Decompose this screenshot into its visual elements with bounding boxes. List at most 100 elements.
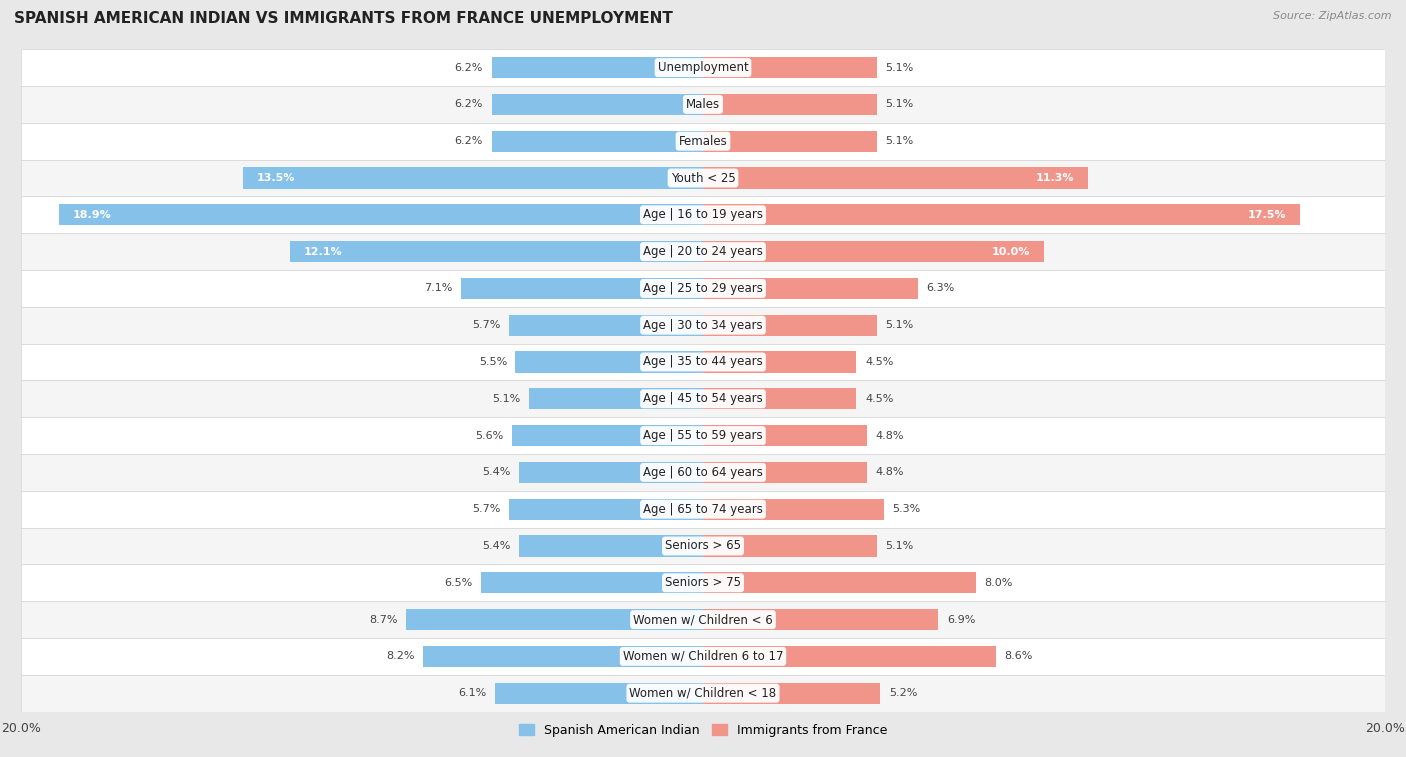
Bar [423, 646, 703, 667]
Text: 8.7%: 8.7% [370, 615, 398, 625]
Bar [21, 307, 1385, 344]
Text: 13.5%: 13.5% [256, 173, 295, 183]
Text: 6.9%: 6.9% [946, 615, 976, 625]
Text: 4.8%: 4.8% [875, 467, 904, 478]
Bar [519, 462, 703, 483]
Bar [703, 683, 880, 704]
Bar [703, 388, 856, 410]
Text: 6.2%: 6.2% [454, 99, 484, 110]
Text: 10.0%: 10.0% [993, 247, 1031, 257]
Bar [519, 535, 703, 556]
Bar [243, 167, 703, 188]
Bar [529, 388, 703, 410]
Bar [703, 609, 938, 631]
Text: Age | 65 to 74 years: Age | 65 to 74 years [643, 503, 763, 516]
Legend: Spanish American Indian, Immigrants from France: Spanish American Indian, Immigrants from… [513, 718, 893, 742]
Text: 4.5%: 4.5% [865, 357, 893, 367]
Bar [703, 241, 1045, 262]
Bar [21, 638, 1385, 674]
Bar [21, 491, 1385, 528]
Bar [492, 130, 703, 152]
Text: 4.8%: 4.8% [875, 431, 904, 441]
Text: 5.6%: 5.6% [475, 431, 503, 441]
Bar [492, 57, 703, 78]
Text: Age | 55 to 59 years: Age | 55 to 59 years [643, 429, 763, 442]
Bar [703, 278, 918, 299]
Text: 6.2%: 6.2% [454, 136, 484, 146]
Text: 17.5%: 17.5% [1247, 210, 1286, 220]
Bar [703, 462, 866, 483]
Bar [703, 499, 884, 520]
Text: 5.7%: 5.7% [472, 320, 501, 330]
Bar [21, 565, 1385, 601]
Text: 5.1%: 5.1% [886, 541, 914, 551]
Text: 8.6%: 8.6% [1005, 651, 1033, 662]
Text: Women w/ Children < 6: Women w/ Children < 6 [633, 613, 773, 626]
Bar [21, 49, 1385, 86]
Text: Females: Females [679, 135, 727, 148]
Text: Youth < 25: Youth < 25 [671, 172, 735, 185]
Bar [509, 314, 703, 336]
Bar [21, 123, 1385, 160]
Bar [512, 425, 703, 447]
Bar [703, 57, 877, 78]
Text: 5.4%: 5.4% [482, 467, 510, 478]
Text: 5.3%: 5.3% [893, 504, 921, 514]
Text: Age | 20 to 24 years: Age | 20 to 24 years [643, 245, 763, 258]
Text: Source: ZipAtlas.com: Source: ZipAtlas.com [1274, 11, 1392, 21]
Text: Women w/ Children < 18: Women w/ Children < 18 [630, 687, 776, 699]
Bar [21, 601, 1385, 638]
Text: 5.4%: 5.4% [482, 541, 510, 551]
Text: SPANISH AMERICAN INDIAN VS IMMIGRANTS FROM FRANCE UNEMPLOYMENT: SPANISH AMERICAN INDIAN VS IMMIGRANTS FR… [14, 11, 673, 26]
Bar [21, 417, 1385, 454]
Bar [291, 241, 703, 262]
Bar [703, 351, 856, 372]
Text: 5.1%: 5.1% [886, 99, 914, 110]
Text: 4.5%: 4.5% [865, 394, 893, 403]
Text: 5.2%: 5.2% [889, 688, 917, 698]
Bar [21, 528, 1385, 565]
Bar [495, 683, 703, 704]
Text: 11.3%: 11.3% [1036, 173, 1074, 183]
Text: 8.2%: 8.2% [387, 651, 415, 662]
Text: 5.1%: 5.1% [886, 320, 914, 330]
Bar [406, 609, 703, 631]
Bar [21, 674, 1385, 712]
Bar [703, 572, 976, 593]
Text: 5.7%: 5.7% [472, 504, 501, 514]
Text: 5.1%: 5.1% [886, 136, 914, 146]
Text: Age | 25 to 29 years: Age | 25 to 29 years [643, 282, 763, 295]
Text: 5.1%: 5.1% [886, 63, 914, 73]
Text: Women w/ Children 6 to 17: Women w/ Children 6 to 17 [623, 650, 783, 663]
Text: 6.2%: 6.2% [454, 63, 484, 73]
Bar [21, 233, 1385, 270]
Bar [21, 160, 1385, 196]
Text: 6.1%: 6.1% [458, 688, 486, 698]
Bar [59, 204, 703, 226]
Bar [21, 196, 1385, 233]
Bar [461, 278, 703, 299]
Text: Unemployment: Unemployment [658, 61, 748, 74]
Text: 18.9%: 18.9% [72, 210, 111, 220]
Text: Seniors > 65: Seniors > 65 [665, 540, 741, 553]
Bar [703, 425, 866, 447]
Bar [516, 351, 703, 372]
Text: Age | 35 to 44 years: Age | 35 to 44 years [643, 356, 763, 369]
Text: 5.5%: 5.5% [478, 357, 508, 367]
Bar [703, 646, 997, 667]
Bar [481, 572, 703, 593]
Text: Seniors > 75: Seniors > 75 [665, 576, 741, 589]
Bar [509, 499, 703, 520]
Bar [703, 204, 1299, 226]
Text: 5.1%: 5.1% [492, 394, 520, 403]
Text: 6.3%: 6.3% [927, 283, 955, 294]
Bar [703, 167, 1088, 188]
Text: Age | 60 to 64 years: Age | 60 to 64 years [643, 466, 763, 479]
Bar [21, 454, 1385, 491]
Bar [21, 270, 1385, 307]
Text: 12.1%: 12.1% [304, 247, 343, 257]
Bar [21, 381, 1385, 417]
Bar [703, 535, 877, 556]
Bar [703, 130, 877, 152]
Text: 8.0%: 8.0% [984, 578, 1012, 587]
